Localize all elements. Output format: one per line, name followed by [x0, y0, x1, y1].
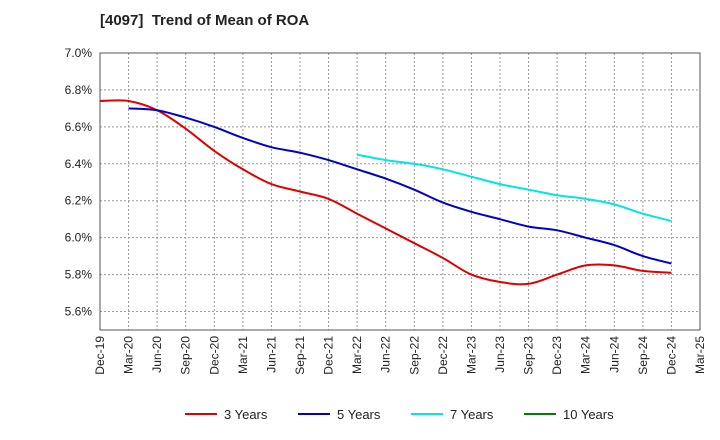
- x-tick-label: Jun-23: [493, 336, 507, 373]
- x-tick-label: Mar-24: [579, 336, 593, 374]
- x-tick-label: Jun-24: [607, 336, 621, 373]
- x-tick-label: Dec-19: [93, 336, 107, 375]
- x-tick-label: Sep-24: [636, 336, 650, 375]
- grid: [100, 52, 700, 330]
- x-tick-label: Dec-23: [550, 336, 564, 375]
- series-line-1: [128, 107, 672, 265]
- x-tick-label: Mar-23: [464, 336, 478, 374]
- y-tick-label: 6.4%: [65, 157, 93, 171]
- legend-label-1: 5 Years: [337, 407, 381, 422]
- x-tick-label: Sep-21: [293, 336, 307, 375]
- y-tick-label: 6.6%: [65, 120, 93, 134]
- plot-area-border: [99, 52, 701, 331]
- legend-label-0: 3 Years: [224, 407, 268, 422]
- legend-label-2: 7 Years: [450, 407, 494, 422]
- y-tick-label: 6.8%: [65, 83, 93, 97]
- x-tick-label: Jun-21: [264, 336, 278, 373]
- x-tick-label: Mar-22: [350, 336, 364, 374]
- x-tick-label: Sep-20: [179, 336, 193, 375]
- y-tick-label: 6.0%: [65, 231, 93, 245]
- x-tick-label: Dec-20: [207, 336, 221, 375]
- legend-label-3: 10 Years: [563, 407, 614, 422]
- chart-title: [4097] Trend of Mean of ROA: [100, 12, 310, 29]
- x-tick-label: Mar-20: [122, 336, 136, 374]
- y-tick-label: 5.6%: [65, 305, 93, 319]
- x-tick-label: Mar-21: [236, 336, 250, 374]
- series-line-0: [99, 99, 672, 286]
- x-tick-label: Dec-21: [322, 336, 336, 375]
- series-lines: [99, 99, 672, 286]
- y-axis: 5.6% 5.8% 6.0% 6.2% 6.4% 6.6% 6.8% 7.0%: [65, 46, 93, 319]
- x-tick-label: Dec-24: [664, 336, 678, 375]
- legend: 3 Years 5 Years 7 Years 10 Years: [185, 407, 614, 422]
- x-tick-label: Sep-23: [522, 336, 536, 375]
- x-tick-label: Sep-22: [407, 336, 421, 375]
- y-tick-label: 6.2%: [65, 194, 93, 208]
- series-line-2: [356, 153, 672, 222]
- x-tick-label: Mar-25: [693, 336, 707, 374]
- y-tick-label: 7.0%: [65, 46, 93, 60]
- x-tick-label: Jun-22: [379, 336, 393, 373]
- x-tick-label: Jun-20: [150, 336, 164, 373]
- y-tick-label: 5.8%: [65, 268, 93, 282]
- x-tick-label: Dec-22: [436, 336, 450, 375]
- x-axis: Dec-19 Mar-20 Jun-20 Sep-20 Dec-20 Mar-21 Jun-…: [93, 336, 707, 375]
